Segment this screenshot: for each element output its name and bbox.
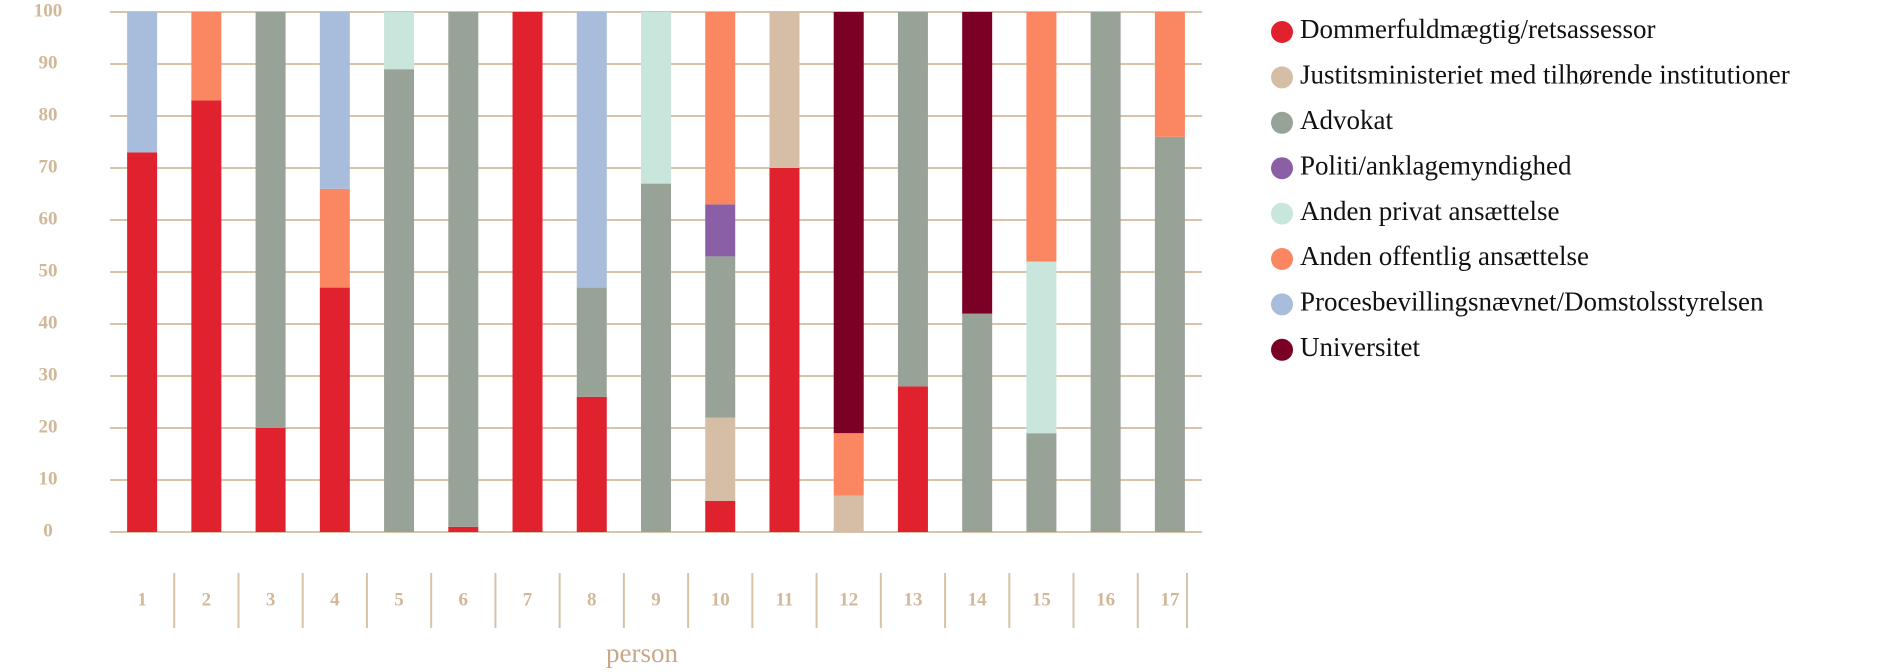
bar-segment — [384, 12, 415, 70]
y-tick-label: 0 — [43, 520, 53, 541]
legend-marker — [1271, 66, 1293, 89]
bar-segment — [833, 495, 864, 532]
legend-label: Politi/anklagemyndighed — [1300, 150, 1572, 180]
bar-segment — [1026, 433, 1057, 532]
bar-segment — [705, 417, 736, 501]
bar-segment — [897, 386, 928, 532]
bar-segment — [384, 69, 415, 532]
legend-marker — [1271, 338, 1293, 361]
bar-segment — [319, 287, 350, 532]
x-tick-label: 7 — [523, 589, 533, 610]
y-tick-label: 80 — [39, 104, 58, 125]
bar-segment — [833, 433, 864, 496]
bar-segment — [705, 12, 736, 205]
x-tick-label: 16 — [1096, 589, 1115, 610]
y-tick-label: 100 — [34, 0, 63, 21]
bar-segment — [641, 183, 671, 532]
x-tick-label: 6 — [459, 589, 469, 610]
bar-segment — [448, 526, 479, 532]
bar-segment — [319, 188, 350, 288]
bar-segment — [962, 313, 993, 532]
bar-segment — [705, 204, 736, 257]
bar-segment — [255, 12, 286, 428]
y-tick-label: 20 — [39, 416, 58, 437]
bar-segment — [576, 12, 607, 288]
bar-segment — [576, 287, 607, 397]
bar-segment — [576, 396, 607, 532]
y-tick-label: 60 — [39, 208, 58, 229]
bar-segment — [1026, 261, 1057, 434]
bar-segment — [641, 12, 671, 184]
x-tick-label: 12 — [839, 589, 858, 610]
x-tick-label: 2 — [202, 589, 212, 610]
bar-segment — [1026, 12, 1057, 262]
bar-segment — [897, 12, 928, 387]
x-tick-label: 10 — [711, 589, 730, 610]
legend-label: Dommerfuldmægtig/retsassessor — [1300, 14, 1655, 44]
bar-segment — [769, 168, 800, 532]
bar-segment — [127, 12, 158, 153]
legend-label: Anden offentlig ansættelse — [1300, 241, 1589, 271]
x-tick-label: 9 — [651, 589, 661, 610]
x-tick-label: 4 — [330, 589, 340, 610]
legend-marker — [1271, 21, 1293, 43]
legend-label: Advokat — [1300, 105, 1393, 135]
x-tick-label: 8 — [587, 589, 597, 610]
x-tick-label: 5 — [394, 589, 404, 610]
bar-segment — [191, 100, 222, 533]
legend-label: Anden privat ansættelse — [1300, 196, 1559, 226]
bar-segment — [319, 12, 350, 189]
y-tick-label: 30 — [39, 364, 58, 385]
y-tick-label: 90 — [39, 52, 58, 73]
legend-marker — [1271, 293, 1293, 316]
bar-segment — [833, 12, 864, 434]
x-tick-label: 13 — [903, 589, 922, 610]
bar-segment — [512, 12, 543, 532]
bar-segment — [769, 12, 800, 168]
bar-segment — [127, 152, 158, 532]
bar-segment — [448, 12, 479, 527]
bar-segment — [962, 12, 993, 314]
x-tick-label: 1 — [137, 589, 147, 610]
x-tick-label: 15 — [1032, 589, 1051, 610]
legend-label: Procesbevillingsnævnet/Domstolsstyrelsen — [1300, 287, 1764, 317]
y-tick-label: 40 — [39, 312, 58, 333]
legend-marker — [1271, 202, 1293, 225]
legend-marker — [1271, 248, 1293, 270]
x-tick-label: 3 — [266, 589, 276, 610]
bar-segment — [1090, 12, 1121, 532]
y-tick-label: 70 — [39, 156, 58, 177]
bar-segment — [705, 500, 736, 532]
legend-marker — [1271, 157, 1293, 180]
legend-label: Justitsministeriet med tilhørende instit… — [1300, 60, 1790, 90]
x-tick-label: 11 — [775, 589, 793, 610]
bar-segment — [1154, 12, 1185, 137]
y-tick-label: 50 — [39, 260, 58, 281]
x-tick-label: 17 — [1160, 589, 1180, 610]
legend-label: Universitet — [1300, 332, 1420, 362]
bar-segment — [255, 428, 286, 532]
bar-segment — [705, 256, 736, 418]
x-axis-label: person — [606, 638, 678, 668]
bar-segment — [191, 12, 222, 101]
x-tick-label: 14 — [968, 589, 988, 610]
legend-marker — [1271, 111, 1293, 134]
bar-segment — [1154, 136, 1185, 533]
y-tick-label: 10 — [39, 468, 58, 489]
